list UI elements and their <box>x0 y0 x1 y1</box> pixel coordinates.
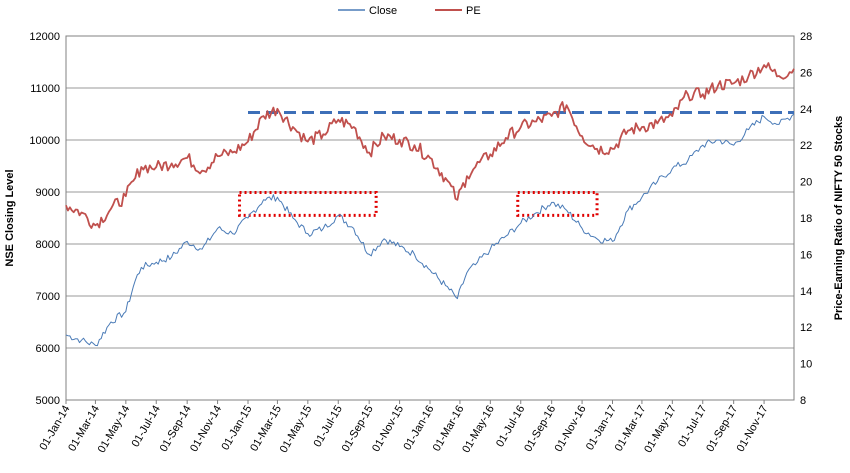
series-pe-line <box>65 62 795 229</box>
left-tick-label: 12000 <box>29 31 60 43</box>
series-close-line <box>65 113 795 347</box>
left-tick-label: 7000 <box>36 291 60 303</box>
left-tick-label: 10000 <box>29 135 60 147</box>
right-tick-label: 14 <box>800 286 812 298</box>
right-tick-label: 20 <box>800 177 812 189</box>
x-tick-label: 01-Jul-15 <box>312 404 345 450</box>
right-tick-label: 24 <box>800 104 812 116</box>
x-tick-label: 01-Jul-14 <box>130 404 163 450</box>
x-tick-label: 01-Nov-17 <box>735 404 771 454</box>
x-tick-label: 01-Jul-17 <box>676 404 709 450</box>
x-tick-label: 01-May-14 <box>96 404 133 456</box>
x-tick-label: 01-Jul-16 <box>494 404 527 450</box>
x-axis-ticks: 01-Jan-1401-Mar-1401-May-1401-Jul-1401-S… <box>37 400 771 456</box>
highlight-box <box>516 191 599 217</box>
left-axis-ticks: 5000 6000 7000 8000 9000 10000 11000 12000 <box>29 31 60 407</box>
right-tick-label: 16 <box>800 249 812 261</box>
left-tick-label: 11000 <box>30 83 60 95</box>
right-tick-label: 28 <box>800 31 812 43</box>
right-tick-label: 12 <box>800 322 812 334</box>
annotations <box>238 110 794 217</box>
left-tick-label: 6000 <box>36 343 60 355</box>
legend-close-label: Close <box>369 5 397 17</box>
right-axis-title: Price-Earning Ratio of NIFTY 50 Stocks <box>833 116 845 321</box>
right-axis-ticks: 8 10 12 14 16 18 20 22 24 26 28 <box>800 31 812 407</box>
right-tick-label: 22 <box>800 140 812 152</box>
x-tick-label: 01-May-16 <box>460 404 497 456</box>
right-tick-label: 10 <box>800 359 812 371</box>
x-tick-label: 01-May-15 <box>278 404 315 456</box>
plot-area-border <box>65 35 795 401</box>
right-tick-label: 8 <box>800 395 806 407</box>
right-tick-label: 18 <box>800 213 812 225</box>
gridlines <box>66 35 794 401</box>
highlight-box <box>238 191 378 217</box>
series-lines <box>65 62 795 347</box>
legend-pe-label: PE <box>466 5 481 17</box>
left-tick-label: 9000 <box>36 187 60 199</box>
legend: Close PE <box>338 5 481 17</box>
left-axis-title: NSE Closing Level <box>4 169 16 266</box>
x-tick-label: 01-May-17 <box>642 404 679 456</box>
left-tick-label: 8000 <box>36 239 60 251</box>
left-tick-label: 5000 <box>36 395 60 407</box>
right-tick-label: 26 <box>800 67 812 79</box>
